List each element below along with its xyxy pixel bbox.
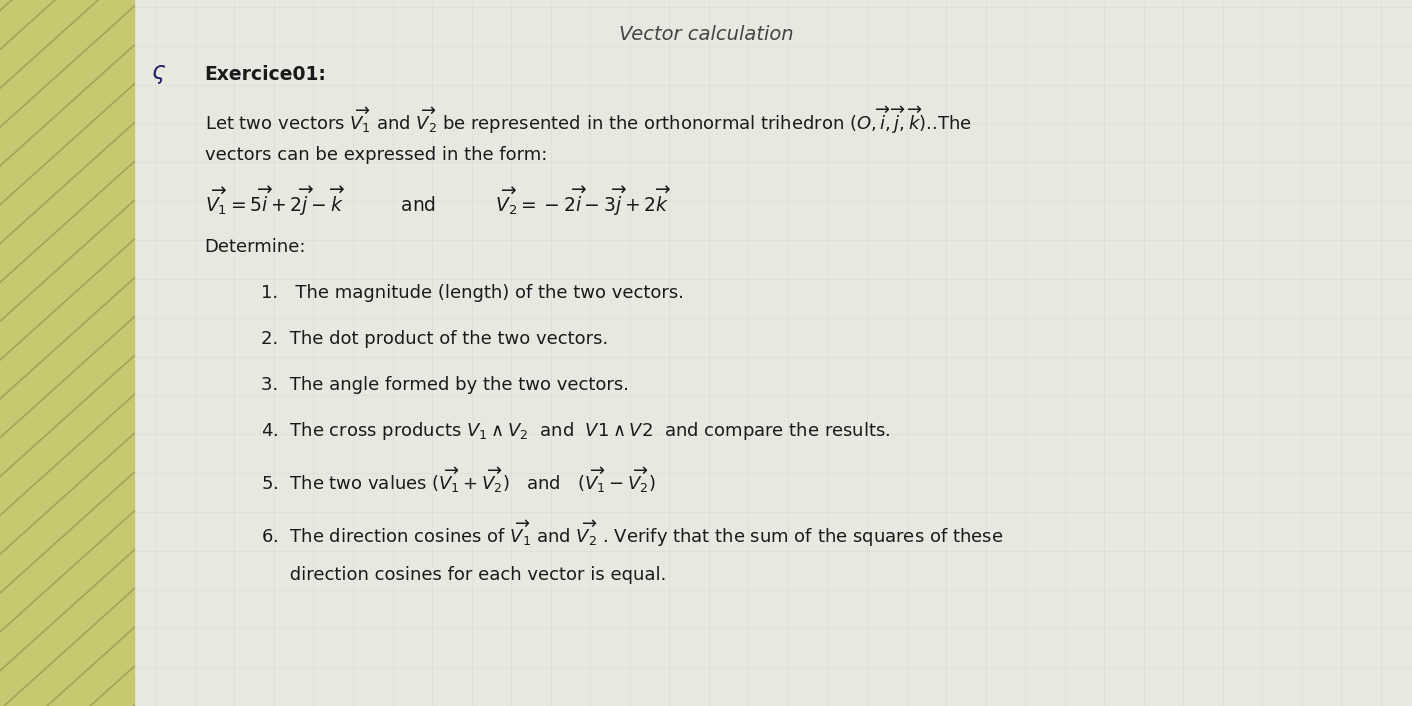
Text: 1.   The magnitude (length) of the two vectors.: 1. The magnitude (length) of the two vec… (261, 284, 685, 302)
Text: $\overrightarrow{V_1}= 5\overrightarrow{i}+2\overrightarrow{j}-\overrightarrow{k: $\overrightarrow{V_1}= 5\overrightarrow{… (205, 184, 671, 218)
Text: 3.  The angle formed by the two vectors.: 3. The angle formed by the two vectors. (261, 376, 630, 394)
Text: 5.  The two values $(\overrightarrow{V_1}+\overrightarrow{V_2})$   and   $(\over: 5. The two values $(\overrightarrow{V_1}… (261, 465, 657, 495)
Text: vectors can be expressed in the form:: vectors can be expressed in the form: (205, 146, 546, 164)
Text: Exercice01:: Exercice01: (205, 65, 326, 83)
Text: 2.  The dot product of the two vectors.: 2. The dot product of the two vectors. (261, 330, 609, 348)
Text: $\varsigma$: $\varsigma$ (151, 62, 165, 86)
Text: Determine:: Determine: (205, 238, 306, 256)
Text: direction cosines for each vector is equal.: direction cosines for each vector is equ… (261, 566, 666, 585)
Text: 6.  The direction cosines of $\overrightarrow{V_1}$ and $\overrightarrow{V_2}$ .: 6. The direction cosines of $\overrighta… (261, 517, 1004, 549)
Text: 4.  The cross products $V_1\wedge V_2$  and  $V1\wedge V2$  and compare the resu: 4. The cross products $V_1\wedge V_2$ an… (261, 419, 891, 442)
Text: Vector calculation: Vector calculation (618, 25, 794, 44)
Text: Let two vectors $\overrightarrow{V_1}$ and $\overrightarrow{V_2}$ be represented: Let two vectors $\overrightarrow{V_1}$ a… (205, 104, 971, 136)
